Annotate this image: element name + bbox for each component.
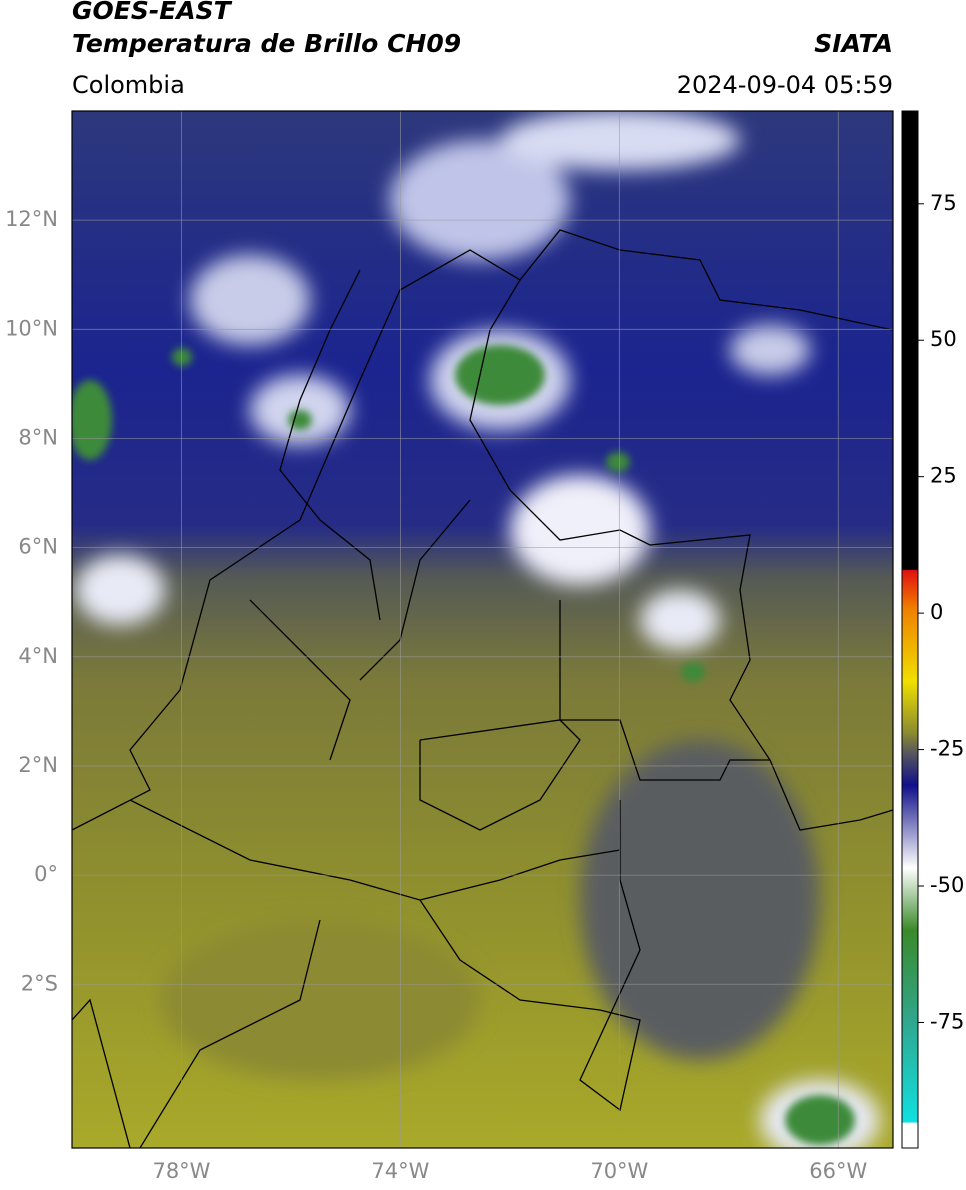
lat-tick-label: 12°N bbox=[5, 207, 58, 231]
colorbar-tick-label: -50 bbox=[930, 873, 964, 897]
colorbar-tick-label: 25 bbox=[930, 464, 957, 488]
colorbar-tick-label: -25 bbox=[930, 737, 964, 761]
lat-tick-label: 2°N bbox=[18, 753, 58, 777]
graticule bbox=[72, 111, 893, 1148]
lat-tick-label: 0° bbox=[34, 862, 58, 886]
colorbar-ticks: 75 50 25 0 -25 -50 -75 bbox=[918, 191, 964, 1033]
colorbar-tick-label: -75 bbox=[930, 1009, 964, 1033]
lon-tick-label: 70°W bbox=[590, 1159, 648, 1183]
lat-tick-label: 2°S bbox=[21, 971, 58, 995]
lat-tick-label: 8°N bbox=[18, 425, 58, 449]
source: SIATA bbox=[814, 29, 893, 58]
timestamp: 2024-09-04 05:59 bbox=[677, 71, 893, 99]
colorbar-tick-label: 75 bbox=[930, 191, 957, 215]
map-frame bbox=[71, 110, 894, 1149]
colorbar-tick-label: 0 bbox=[930, 600, 943, 624]
borders bbox=[72, 229, 893, 1148]
lon-tick-label: 66°W bbox=[809, 1159, 867, 1183]
title: GOES-EAST bbox=[72, 0, 233, 25]
lat-tick-label: 6°N bbox=[18, 535, 58, 559]
colorbar-tick-label: 50 bbox=[930, 327, 957, 351]
satellite-image bbox=[72, 111, 893, 1148]
subtitle: Temperatura de Brillo CH09 bbox=[72, 29, 461, 58]
lat-tick-label: 4°N bbox=[18, 644, 58, 668]
region: Colombia bbox=[72, 71, 185, 99]
lon-tick-label: 78°W bbox=[152, 1159, 210, 1183]
lon-tick-label: 74°W bbox=[371, 1159, 429, 1183]
cold-cloud-tops bbox=[72, 345, 855, 1145]
colorbar bbox=[901, 110, 919, 1149]
lat-tick-label: 10°N bbox=[5, 316, 58, 340]
